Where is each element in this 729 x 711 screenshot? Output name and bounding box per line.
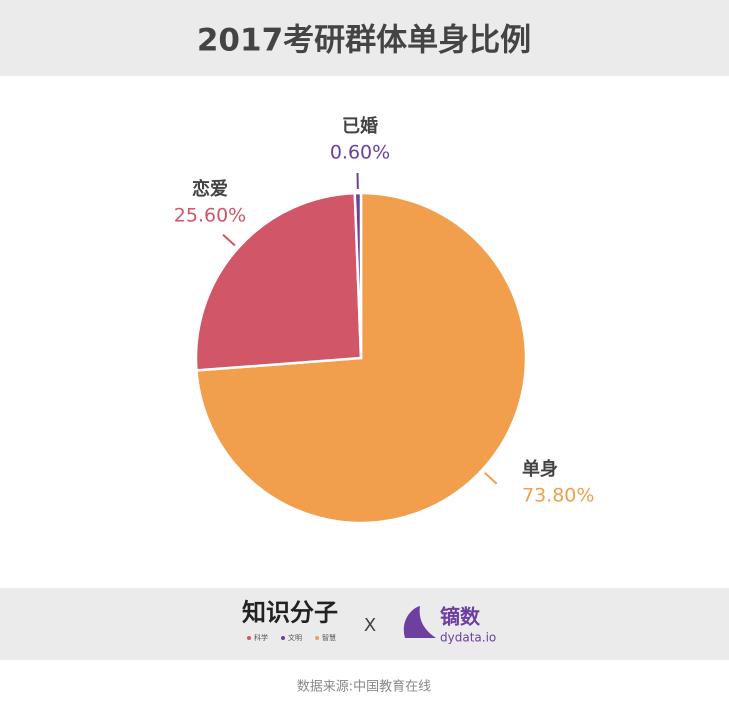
leader-line: [222, 234, 236, 247]
logo-icon: [403, 606, 436, 638]
tag-dot: [315, 636, 319, 640]
source: 数据来源:中国教育在线: [297, 679, 431, 695]
tag: 智慧: [322, 633, 336, 642]
slice-label: 已婚: [342, 115, 378, 137]
leader-line: [484, 472, 498, 485]
slice-label: 单身: [522, 458, 558, 480]
header-band: [0, 0, 729, 76]
slice-label: 恋爱: [192, 178, 228, 200]
separator: X: [364, 615, 376, 636]
chart-title: 2017考研群体单身比例: [197, 23, 531, 59]
pie-slice: [194, 191, 363, 372]
left-tags: 科学 文明 智慧: [247, 633, 336, 642]
right-url: dydata.io: [440, 631, 496, 645]
pie-slice: [353, 191, 363, 359]
tag-dot: [247, 636, 251, 640]
value-label: 25.60%: [174, 205, 246, 227]
tag-dot: [281, 636, 285, 640]
tag: 文明: [288, 633, 302, 642]
right-logo: 镝数: [440, 605, 481, 629]
left-logo: 知识分子: [242, 598, 338, 627]
value-label: 0.60%: [330, 142, 390, 164]
tag: 科学: [254, 633, 268, 642]
footer-band: [0, 588, 729, 660]
value-label: 73.80%: [522, 485, 594, 507]
